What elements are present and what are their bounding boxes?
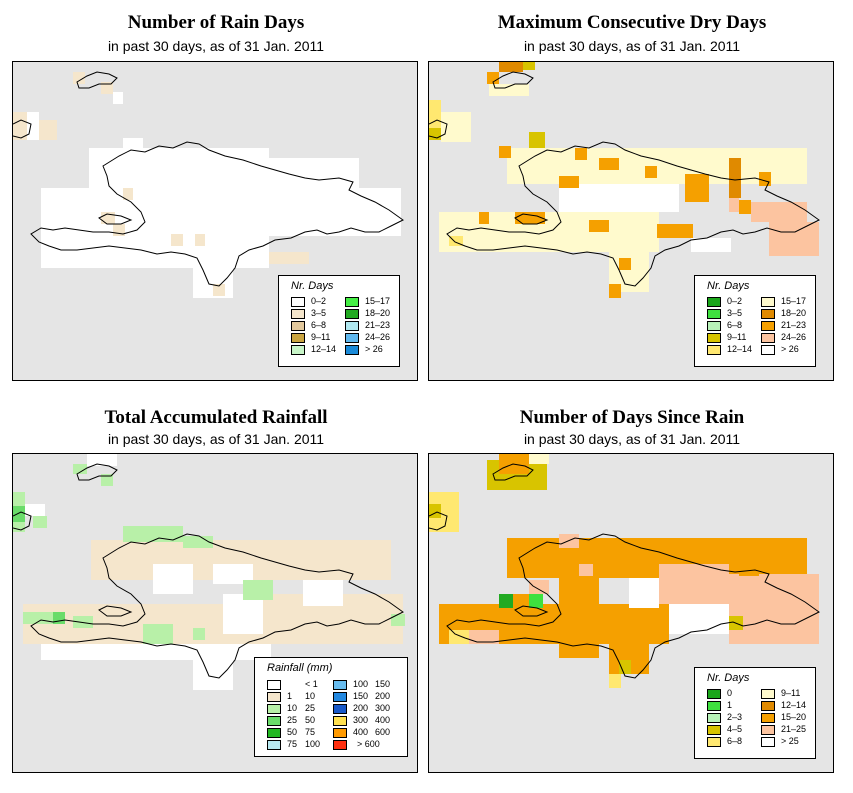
panel-subtitle: in past 30 days, as of 31 Jan. 2011: [523, 431, 741, 447]
legend-label-hi: > 600: [357, 739, 380, 749]
panel-subtitle: in past 30 days, as of 31 Jan. 2011: [107, 431, 325, 447]
panel-title: Total Accumulated Rainfall: [104, 407, 328, 428]
grid-cells: [13, 72, 401, 298]
legend-label-lo: 300: [353, 715, 369, 725]
panel-subtitle: in past 30 days, as of 31 Jan. 2011: [523, 38, 741, 54]
map-grid: [429, 62, 820, 298]
legend: Nr. Days 0–2 3–5 6–8 9–11 12–14 15–17 18…: [278, 275, 400, 367]
legend-label: 21–25: [781, 724, 807, 734]
legend-label: > 26: [365, 344, 383, 354]
legend-label: 15–17: [365, 296, 391, 306]
legend-label: 0–2: [311, 296, 327, 306]
legend-label: 24–26: [781, 332, 807, 342]
map-grid: [13, 454, 405, 690]
map-grid: [429, 454, 820, 688]
legend-title: Nr. Days: [707, 280, 750, 292]
panel-subtitle: in past 30 days, as of 31 Jan. 2011: [107, 38, 325, 54]
legend-label-lo: 50: [287, 727, 298, 737]
legend-label: 1: [727, 700, 733, 710]
island-outline: [429, 463, 820, 679]
legend-label: > 26: [781, 344, 799, 354]
legend-label: 18–20: [781, 308, 807, 318]
legend-label: 12–14: [781, 700, 807, 710]
legend-label: 15–20: [781, 712, 807, 722]
legend-label-hi: 100: [305, 739, 321, 749]
legend-label-hi: 50: [305, 715, 316, 725]
legend-label: 9–11: [727, 332, 747, 342]
panel-title: Number of Rain Days: [127, 12, 305, 33]
legend-label-lo: 25: [287, 715, 298, 725]
legend-label: > 25: [781, 736, 799, 746]
legend-label: 4–5: [727, 724, 743, 734]
legend-title: Rainfall (mm): [267, 662, 333, 674]
legend-label-lo: 400: [353, 727, 369, 737]
legend-label-hi: 10: [305, 691, 316, 701]
legend-label-hi: 300: [375, 703, 391, 713]
map-grid: [13, 71, 404, 298]
island-outline: [13, 463, 404, 679]
legend-label: 12–14: [311, 344, 337, 354]
legend-label-hi: 400: [375, 715, 391, 725]
grid-cells: [429, 62, 819, 298]
legend: Rainfall (mm) < 1 1 10 10 25 25 50 50 75 75 1…: [254, 657, 408, 757]
legend: Nr. Days 0–2 3–5 6–8 9–11 12–14 15–17 18…: [694, 275, 816, 367]
legend-label: 18–20: [365, 308, 391, 318]
legend-label-hi: 75: [305, 727, 316, 737]
legend-label-lo: 75: [287, 739, 298, 749]
legend-label: 2–3: [727, 712, 743, 722]
legend-title: Nr. Days: [291, 280, 334, 292]
legend-label: 6–8: [311, 320, 327, 330]
legend-label: 6–8: [727, 736, 743, 746]
legend-label-lo: 150: [353, 691, 369, 701]
legend-label: 24–26: [365, 332, 391, 342]
legend-label: 21–23: [781, 320, 807, 330]
island-outline: [13, 71, 404, 287]
panel-title: Number of Days Since Rain: [519, 407, 745, 428]
legend-label: 12–14: [727, 344, 753, 354]
legend-label-hi: < 1: [305, 679, 318, 689]
legend-label-hi: 150: [375, 679, 391, 689]
legend-label: 9–11: [781, 688, 801, 698]
legend-label: 0: [727, 688, 733, 698]
legend-label-lo: 200: [353, 703, 369, 713]
legend-title: Nr. Days: [707, 672, 750, 684]
panel-title: Maximum Consecutive Dry Days: [497, 12, 767, 33]
legend-label-lo: 10: [287, 703, 298, 713]
legend-label-lo: 100: [353, 679, 369, 689]
legend: Nr. Days 0 1 2–3 4–5 6–8 9–11 12–14 15–2…: [694, 667, 816, 759]
legend-label: 15–17: [781, 296, 807, 306]
legend-label-hi: 200: [375, 691, 391, 701]
legend-label-hi: 25: [305, 703, 316, 713]
legend-label-hi: 600: [375, 727, 391, 737]
legend-label: 21–23: [365, 320, 391, 330]
legend-label: 3–5: [727, 308, 743, 318]
legend-label: 3–5: [311, 308, 327, 318]
grid-cells: [429, 454, 819, 688]
legend-label: 6–8: [727, 320, 743, 330]
legend-label: 0–2: [727, 296, 743, 306]
legend-label-lo: 1: [287, 691, 293, 701]
legend-label: 9–11: [311, 332, 331, 342]
island-outline: [429, 71, 820, 287]
